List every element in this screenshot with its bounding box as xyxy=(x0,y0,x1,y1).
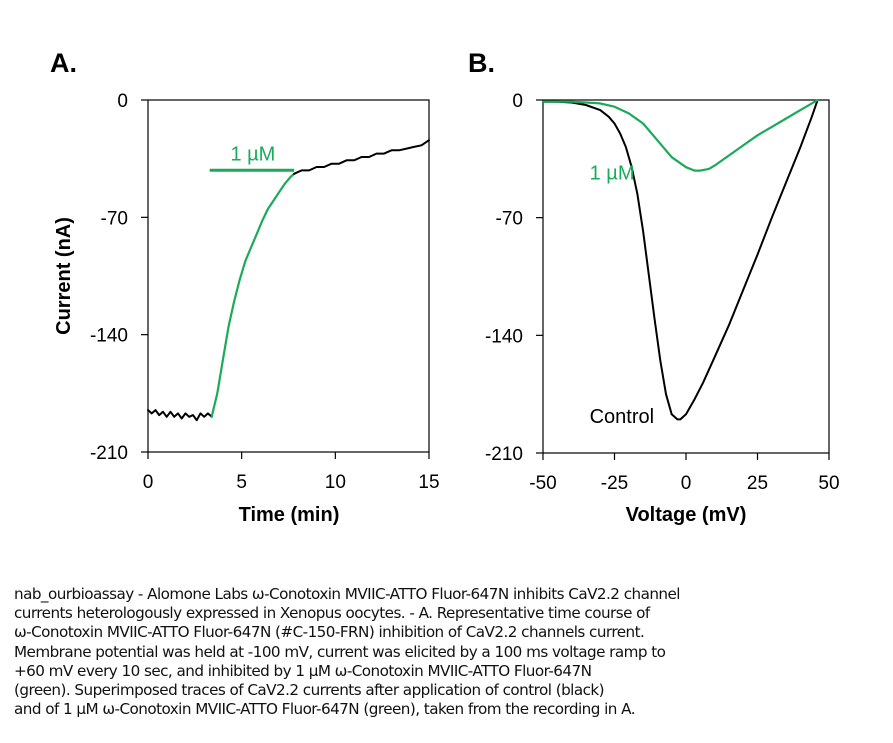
y-tick-label: -210 xyxy=(90,443,128,464)
series-line-toxin xyxy=(541,98,819,172)
x-tick-label: 0 xyxy=(143,472,154,493)
application-bar-label: 1 µM xyxy=(230,143,275,165)
panel-a-y-axis-label: Current (nA) xyxy=(53,217,75,335)
panel-a-letter: A. xyxy=(50,48,77,78)
y-tick-label: -70 xyxy=(496,209,523,230)
series-line-toxin xyxy=(210,172,296,418)
x-tick-label: -50 xyxy=(529,473,556,494)
panel-b-x-axis-label: Voltage (mV) xyxy=(626,504,747,526)
caption-line: +60 mV every 10 sec, and inhibited by 1 … xyxy=(14,661,592,680)
y-tick-label: -140 xyxy=(90,326,128,347)
series-label-control: Control xyxy=(590,406,654,428)
panel-b-axes: 0 -70 -140 -210 -50 -25 0 25 50 xyxy=(485,91,840,494)
y-tick-label: -70 xyxy=(101,208,128,229)
figure-caption: nab_ourbioassay - Alomone Labs ω-Conotox… xyxy=(14,585,884,719)
plot-frame xyxy=(542,99,830,454)
series-line-control xyxy=(293,139,430,175)
y-tick-label: 0 xyxy=(117,91,128,112)
caption-line: and of 1 µM ω-Conotoxin MVIIC-ATTO Fluor… xyxy=(14,700,636,719)
panel-b-chart: B. Voltage (mV) 0-70-140-210-50 -25 0 25 50 … xyxy=(468,48,840,526)
panel-b-series xyxy=(541,98,819,421)
x-tick-label: 10 xyxy=(325,472,346,493)
plot-frame xyxy=(147,99,430,453)
x-tick-label: 0 xyxy=(681,473,692,494)
caption-line: currents heterologously expressed in Xen… xyxy=(14,604,650,623)
x-tick-label: 15 xyxy=(418,472,439,493)
y-tick-label: -140 xyxy=(485,326,523,347)
panel-b-letter: B. xyxy=(468,48,495,78)
y-tick-label: -210 xyxy=(485,444,523,465)
caption-line: ω-Conotoxin MVIIC-ATTO Fluor-647N (#C-15… xyxy=(14,623,645,642)
caption-line: (green). Superimposed traces of CaV2.2 c… xyxy=(14,681,605,700)
series-line-control xyxy=(542,99,819,421)
caption-line: nab_ourbioassay - Alomone Labs ω-Conotox… xyxy=(14,585,680,603)
series-label-toxin: 1 µM xyxy=(590,162,635,184)
panel-a-chart: A. Current (nA) Time (min) 0-70-140-2100… xyxy=(50,48,440,526)
x-tick-label: 5 xyxy=(236,472,247,493)
panel-a-annotations: 1 µM xyxy=(209,143,295,172)
x-tick-label: 25 xyxy=(747,473,768,494)
series-line-control xyxy=(147,409,213,422)
x-tick-label: 50 xyxy=(818,473,839,494)
panel-a-x-axis-label: Time (min) xyxy=(239,504,340,526)
caption-line: Membrane potential was held at -100 mV, … xyxy=(14,642,666,661)
panel-b-annotations: 1 µM Control xyxy=(590,162,654,428)
y-tick-label: 0 xyxy=(512,91,523,112)
panel-a-series xyxy=(147,139,430,422)
figure: A. Current (nA) Time (min) 0-70-140-2100… xyxy=(50,48,840,526)
x-tick-label: -25 xyxy=(601,473,628,494)
panel-a-axes: 0 -70 -140 -210 0 5 10 15 xyxy=(90,91,440,493)
